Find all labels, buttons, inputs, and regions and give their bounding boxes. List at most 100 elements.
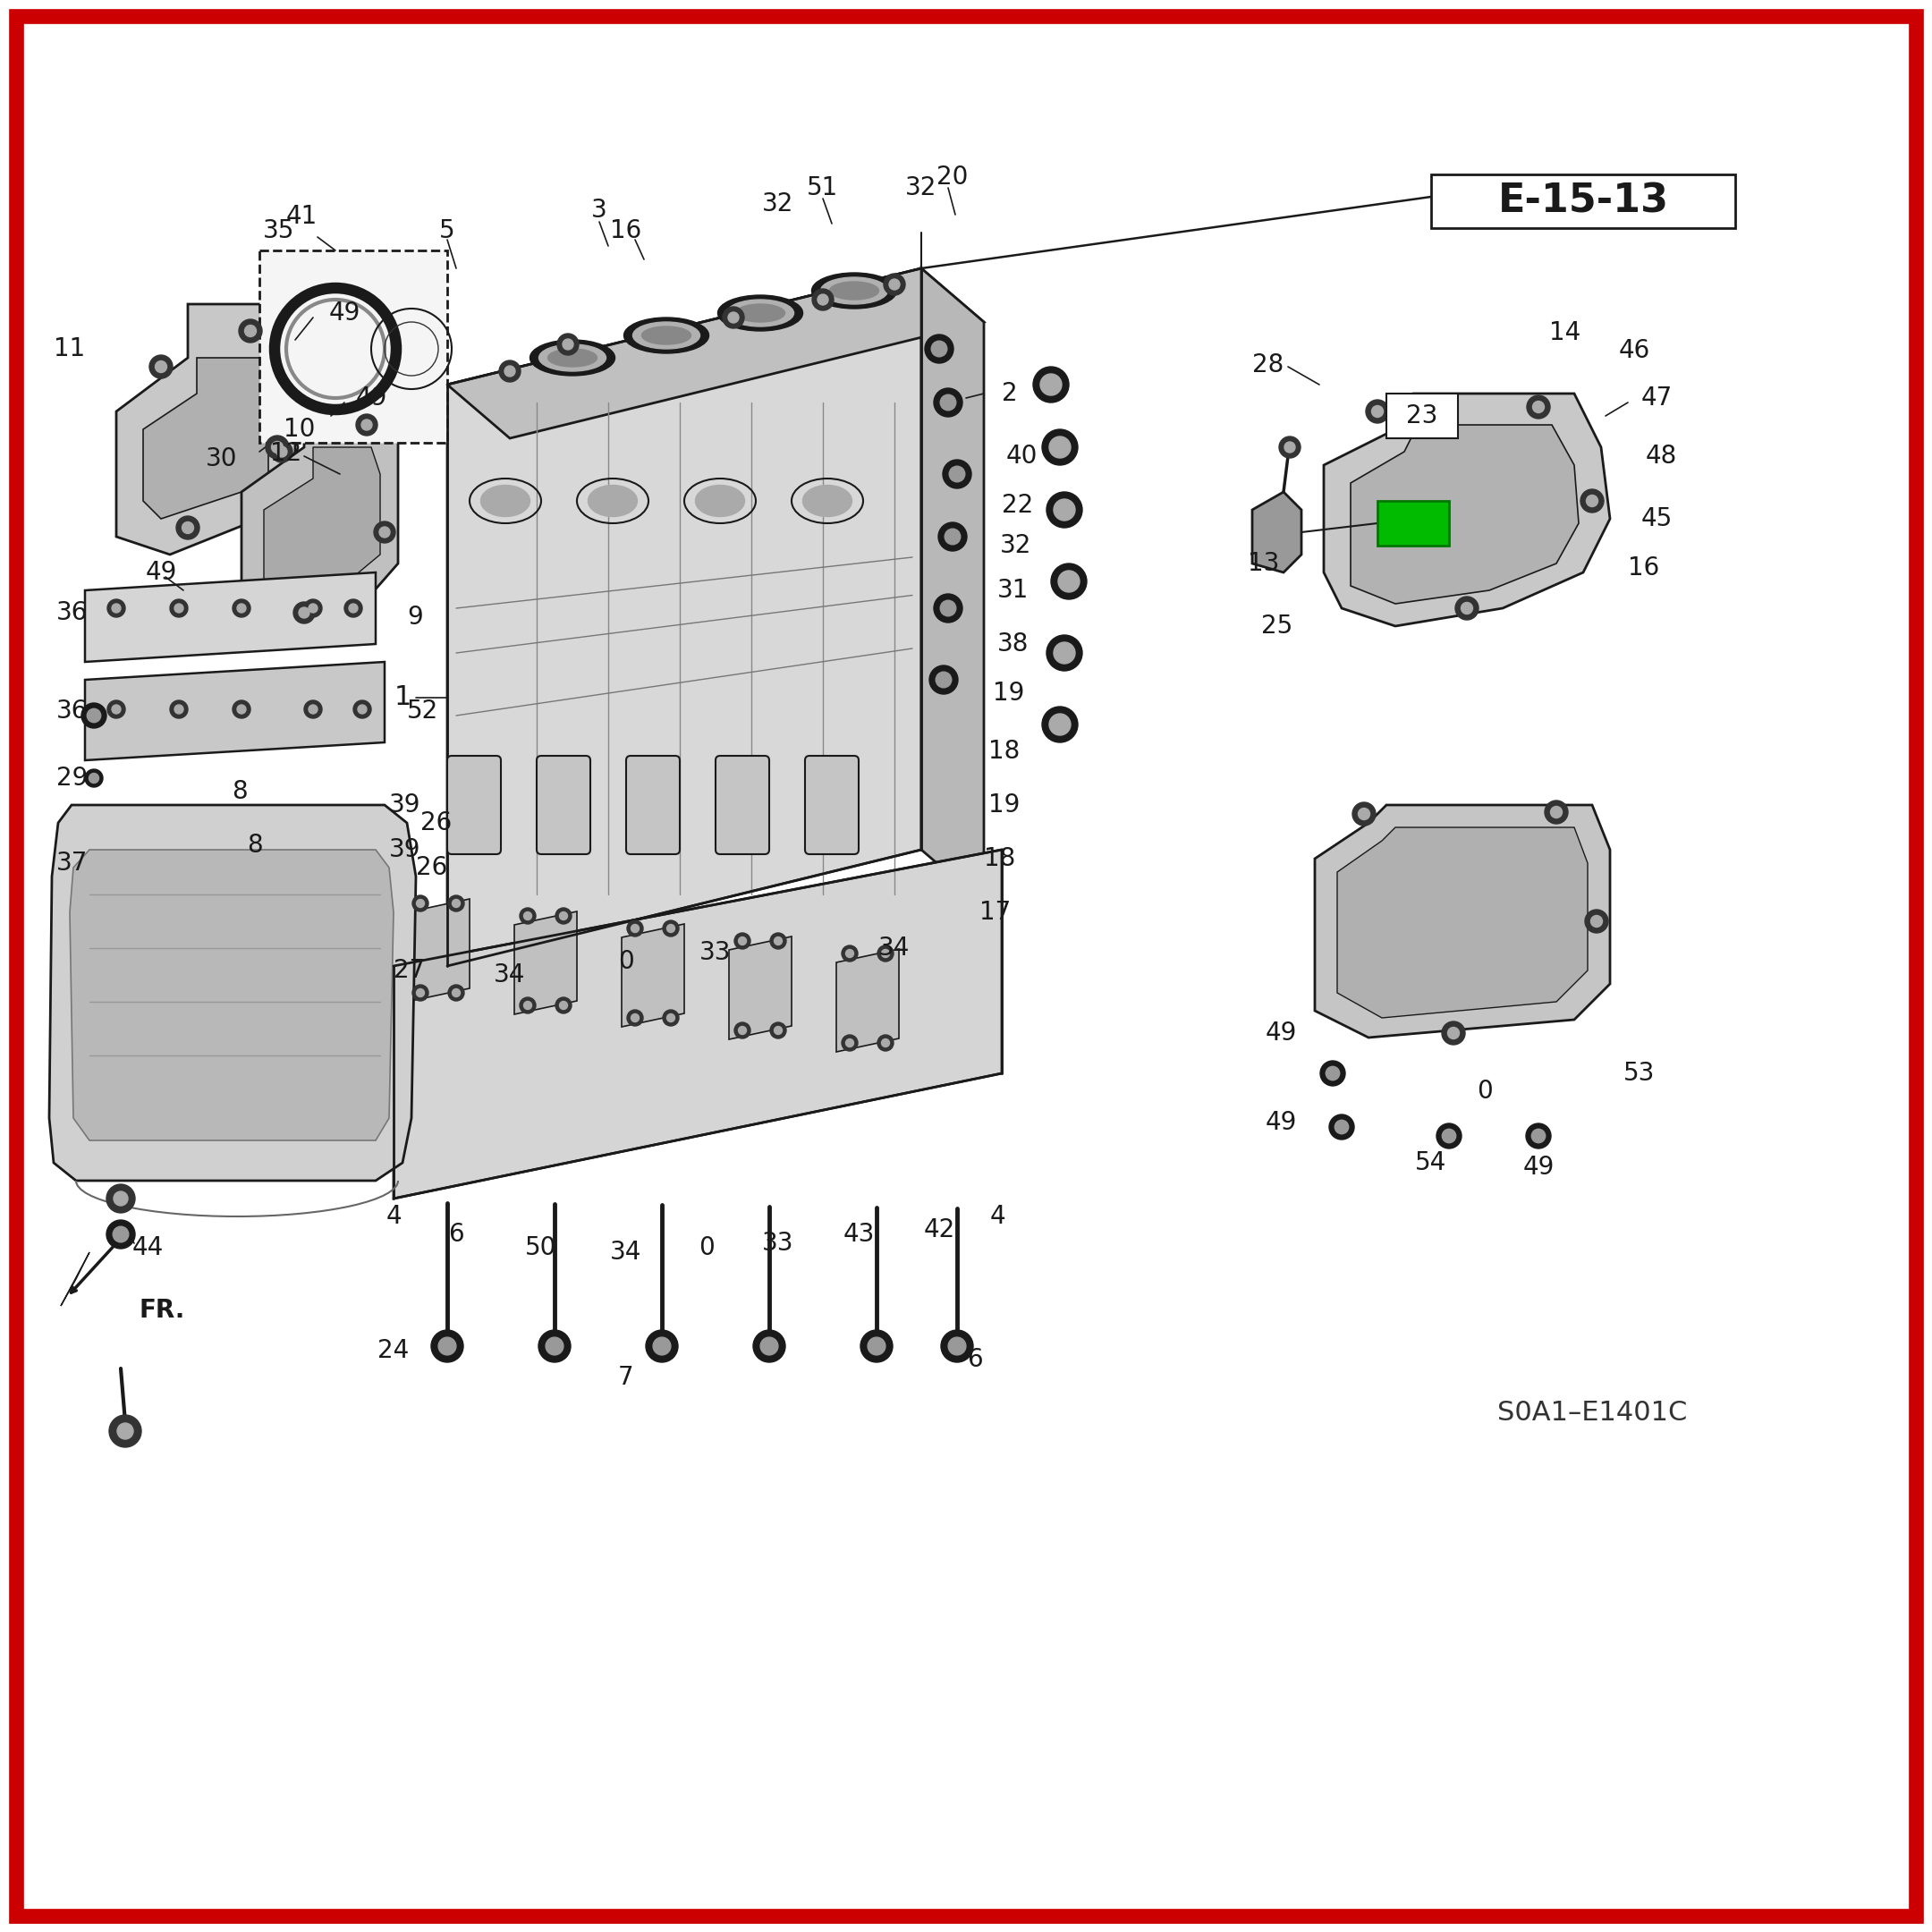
Polygon shape	[922, 269, 983, 904]
Ellipse shape	[821, 278, 887, 303]
Circle shape	[632, 923, 639, 933]
Circle shape	[112, 1227, 129, 1242]
Text: 54: 54	[1416, 1150, 1447, 1175]
Polygon shape	[514, 912, 578, 1014]
Text: 30: 30	[207, 446, 238, 471]
Circle shape	[232, 699, 251, 719]
Polygon shape	[85, 572, 375, 663]
Text: 48: 48	[1646, 444, 1677, 469]
Text: 29: 29	[56, 765, 87, 790]
Circle shape	[452, 900, 460, 908]
FancyBboxPatch shape	[626, 755, 680, 854]
Circle shape	[1532, 1128, 1546, 1144]
Text: 16: 16	[1629, 556, 1660, 580]
Circle shape	[1047, 493, 1082, 527]
Text: 18: 18	[983, 846, 1016, 871]
Circle shape	[1366, 400, 1389, 423]
Circle shape	[645, 1329, 678, 1362]
Text: 34: 34	[879, 935, 910, 960]
Ellipse shape	[736, 303, 784, 323]
Text: 21: 21	[1393, 508, 1434, 537]
Text: 36: 36	[56, 699, 87, 724]
Circle shape	[949, 466, 964, 481]
Circle shape	[1049, 437, 1070, 458]
Text: 4: 4	[989, 1204, 1005, 1229]
Circle shape	[1372, 406, 1383, 417]
Circle shape	[267, 435, 290, 458]
Circle shape	[176, 516, 199, 539]
Circle shape	[881, 1039, 889, 1047]
Text: 45: 45	[1642, 506, 1673, 531]
Text: 16: 16	[611, 218, 641, 243]
Circle shape	[556, 334, 580, 355]
Circle shape	[448, 895, 464, 912]
Text: 14: 14	[1549, 321, 1580, 346]
Polygon shape	[116, 303, 296, 554]
Circle shape	[174, 705, 184, 713]
Circle shape	[81, 703, 106, 728]
Circle shape	[1358, 808, 1370, 819]
Polygon shape	[622, 923, 684, 1026]
Circle shape	[653, 1337, 670, 1354]
Text: 46: 46	[1619, 338, 1650, 363]
Circle shape	[1532, 402, 1544, 413]
Circle shape	[294, 603, 315, 624]
Circle shape	[344, 599, 363, 616]
Circle shape	[842, 1036, 858, 1051]
Circle shape	[439, 1337, 456, 1354]
Circle shape	[114, 1192, 128, 1206]
Circle shape	[355, 413, 377, 435]
Circle shape	[272, 440, 284, 452]
Circle shape	[87, 709, 100, 723]
Circle shape	[667, 923, 674, 933]
Circle shape	[524, 912, 531, 920]
Circle shape	[1034, 367, 1068, 402]
Text: 5: 5	[439, 218, 456, 243]
Circle shape	[883, 274, 906, 296]
Circle shape	[1441, 1022, 1464, 1045]
Circle shape	[734, 933, 750, 949]
Polygon shape	[1316, 806, 1609, 1037]
Polygon shape	[265, 446, 381, 603]
Circle shape	[1279, 437, 1300, 458]
Text: 32: 32	[1001, 533, 1032, 558]
Circle shape	[1584, 910, 1607, 933]
Circle shape	[89, 773, 99, 782]
Text: 2: 2	[1003, 381, 1018, 406]
Text: 31: 31	[997, 578, 1030, 603]
Circle shape	[931, 340, 947, 357]
Ellipse shape	[624, 317, 709, 354]
Circle shape	[1551, 806, 1563, 817]
Circle shape	[1526, 396, 1549, 419]
Text: E-15-13: E-15-13	[1497, 182, 1669, 220]
Circle shape	[556, 997, 572, 1014]
FancyBboxPatch shape	[446, 755, 500, 854]
Circle shape	[738, 937, 746, 945]
Circle shape	[556, 908, 572, 923]
Ellipse shape	[529, 340, 614, 375]
Text: 32: 32	[906, 176, 937, 201]
Circle shape	[504, 365, 516, 377]
Text: 26: 26	[415, 856, 448, 881]
Circle shape	[877, 1036, 893, 1051]
Circle shape	[412, 895, 429, 912]
Circle shape	[775, 1026, 782, 1034]
Text: 34: 34	[495, 962, 526, 987]
Circle shape	[1580, 489, 1604, 512]
Text: 40: 40	[1007, 444, 1037, 469]
Circle shape	[817, 294, 829, 305]
Circle shape	[811, 290, 833, 311]
Circle shape	[1047, 636, 1082, 670]
Circle shape	[1059, 570, 1080, 591]
Circle shape	[106, 1219, 135, 1248]
Circle shape	[761, 1337, 779, 1354]
Circle shape	[112, 603, 120, 612]
Polygon shape	[85, 663, 384, 761]
Circle shape	[663, 920, 678, 937]
Circle shape	[350, 603, 357, 612]
Circle shape	[771, 1022, 786, 1039]
Circle shape	[949, 1337, 966, 1354]
Circle shape	[1352, 802, 1376, 825]
Circle shape	[933, 388, 962, 417]
Circle shape	[738, 1026, 746, 1034]
